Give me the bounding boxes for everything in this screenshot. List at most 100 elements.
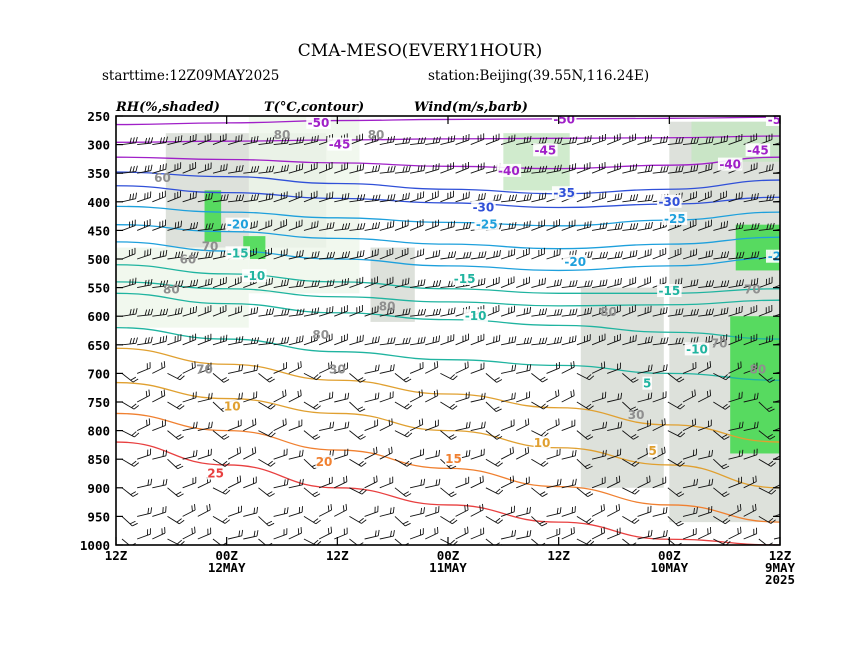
wind-barb xyxy=(228,530,242,539)
wind-barb xyxy=(274,528,287,539)
wind-barb xyxy=(592,252,608,259)
wind-barb xyxy=(258,516,274,526)
wind-barb xyxy=(122,431,139,437)
wind-barb xyxy=(319,504,331,516)
wind-barb xyxy=(183,361,196,373)
wind-barb xyxy=(456,192,470,202)
wind-barb xyxy=(334,504,346,516)
y-tick-label: 400 xyxy=(87,195,110,210)
rh-label: 30 xyxy=(628,408,645,422)
wind-barb xyxy=(607,163,620,174)
x-tick-label: 12Z xyxy=(326,548,349,563)
wind-barb xyxy=(137,137,152,144)
wind-barb xyxy=(531,308,546,316)
wind-barb xyxy=(258,539,274,548)
wind-barb xyxy=(471,163,484,174)
wind-barb xyxy=(152,506,166,516)
wind-barb xyxy=(547,449,561,459)
wind-barb xyxy=(501,336,516,345)
rh-label: 80 xyxy=(750,362,767,376)
wind-barb xyxy=(365,195,380,202)
wind-barb xyxy=(744,106,758,116)
wind-barb xyxy=(395,107,409,116)
wind-barb xyxy=(152,336,166,345)
wind-barb xyxy=(562,361,574,373)
wind-barb xyxy=(774,530,789,539)
wind-barb xyxy=(274,507,288,516)
x-tick-label: 11MAY xyxy=(429,560,467,575)
wind-barb xyxy=(243,530,258,539)
wind-barb xyxy=(547,279,562,287)
wind-barb xyxy=(410,507,424,516)
contour-label: -30 xyxy=(473,201,495,215)
wind-barb xyxy=(289,390,301,402)
rh-label: 70 xyxy=(711,337,728,351)
wind-barb xyxy=(152,137,167,145)
wind-barb xyxy=(456,527,468,539)
wind-barb xyxy=(486,335,500,345)
wind-barb xyxy=(486,516,503,523)
wind-barb xyxy=(334,422,349,431)
wind-barb xyxy=(486,539,502,548)
wind-barb xyxy=(410,449,424,459)
wind-barb xyxy=(607,278,621,288)
wind-barb xyxy=(622,488,639,494)
wind-barb xyxy=(486,250,501,259)
wind-barb xyxy=(349,516,366,523)
wind-barb xyxy=(622,105,635,116)
y-tick-label: 550 xyxy=(87,281,110,296)
wind-barb xyxy=(395,373,411,382)
wind-barb xyxy=(638,135,652,145)
wind-barb xyxy=(440,431,456,440)
rh-label: 60 xyxy=(180,253,197,267)
wind-barb xyxy=(183,477,196,488)
wind-barb xyxy=(698,109,713,116)
wind-barb xyxy=(516,364,531,373)
wind-barb xyxy=(334,393,348,402)
wind-barb xyxy=(501,276,514,287)
wind-barb xyxy=(653,530,668,539)
wind-barb xyxy=(516,418,529,430)
wind-barb xyxy=(365,165,380,173)
wind-barb xyxy=(547,249,561,259)
contour-label: -10 xyxy=(465,309,487,323)
wind-barb xyxy=(167,516,184,523)
wind-barb xyxy=(683,108,698,116)
wind-barb xyxy=(274,479,289,488)
wind-barb xyxy=(562,335,576,344)
wind-barb xyxy=(183,527,195,539)
wind-barb xyxy=(440,373,457,379)
wind-barb xyxy=(410,337,425,345)
wind-barb xyxy=(395,539,411,548)
wind-barb xyxy=(440,516,457,523)
rh-label: 80 xyxy=(368,128,385,142)
wind-barb xyxy=(425,527,438,539)
wind-barb xyxy=(137,362,150,373)
wind-barb xyxy=(365,222,380,230)
chart-subtitle-left: starttime:12Z09MAY2025 xyxy=(102,68,279,84)
contour-label: -25 xyxy=(664,212,686,226)
wind-barb xyxy=(440,307,455,316)
wind-barb xyxy=(562,390,574,402)
wind-barb xyxy=(547,507,561,516)
wind-barb xyxy=(531,539,547,548)
wind-barb xyxy=(456,162,469,173)
y-tick-label: 300 xyxy=(87,138,110,153)
y-tick-label: 500 xyxy=(87,252,110,267)
contour-label: -15 xyxy=(454,272,476,286)
wind-barb xyxy=(516,248,529,259)
wind-barb xyxy=(228,365,243,374)
rh-label: 80 xyxy=(379,299,396,313)
wind-barb xyxy=(319,306,333,316)
wind-barb xyxy=(395,488,411,497)
wind-barb xyxy=(638,195,653,202)
wind-barb xyxy=(486,459,503,466)
wind-barb xyxy=(167,459,183,469)
wind-barb xyxy=(304,488,320,497)
wind-barb xyxy=(122,193,137,202)
wind-barb xyxy=(410,528,423,539)
wind-barb xyxy=(243,447,255,459)
wind-barb xyxy=(425,420,438,431)
wind-barb xyxy=(516,530,531,539)
wind-barb xyxy=(152,420,165,431)
